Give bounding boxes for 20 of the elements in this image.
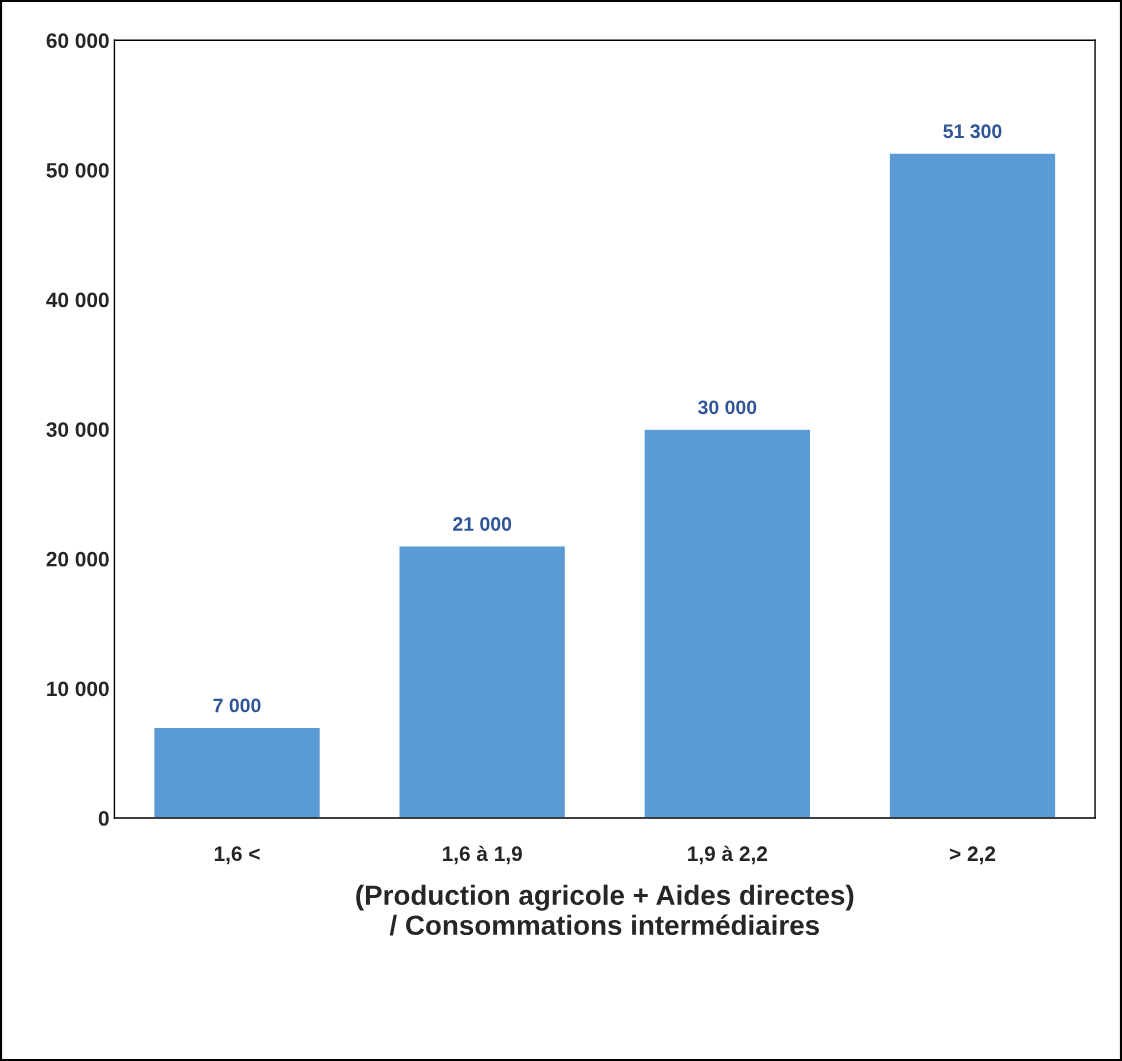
y-tick-label: 30 000 — [46, 422, 109, 437]
y-tick-label: 10 000 — [47, 681, 109, 697]
data-label: 30 000 — [698, 400, 757, 415]
bar — [398, 545, 567, 819]
bar — [152, 726, 322, 819]
data-label: 21 000 — [453, 517, 512, 531]
data-label: 7 000 — [213, 698, 261, 713]
y-tick-label: 50 000 — [46, 162, 109, 178]
x-tick-label: 1,6 à 1,9 — [442, 845, 522, 865]
x-tick-label: > 2,2 — [949, 846, 996, 865]
y-tick-label: 40 000 — [46, 292, 109, 308]
y-tick-label: 20 000 — [46, 551, 109, 567]
bar — [888, 152, 1057, 819]
x-tick-label: 1,6 < — [214, 846, 260, 865]
y-tick-label: 60 000 — [46, 33, 109, 49]
y-tick-label: 0 — [98, 811, 109, 826]
bar — [643, 428, 812, 819]
data-label: 51 300 — [943, 124, 1002, 139]
x-tick-label: 1,9 à 2,2 — [688, 845, 768, 865]
x-axis-title: (Production agricole + Aides directes) / Consommations intermédiaires — [356, 884, 854, 936]
